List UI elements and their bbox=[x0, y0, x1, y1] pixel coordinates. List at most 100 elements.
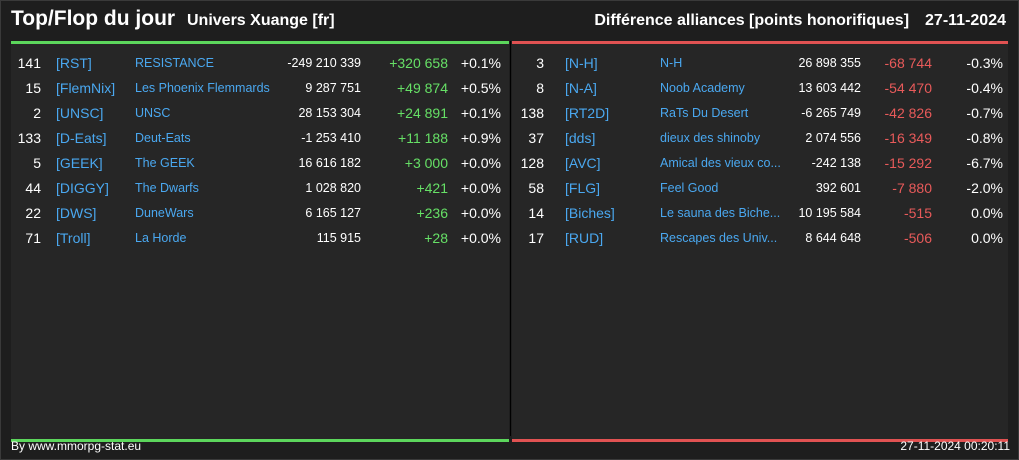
alliance-rank: 138 bbox=[520, 105, 544, 121]
alliance-tag-link[interactable]: [GEEK] bbox=[56, 155, 103, 171]
alliance-tag-link[interactable]: [RST] bbox=[56, 55, 92, 71]
alliance-tag-link[interactable]: [FlemNix] bbox=[56, 80, 116, 96]
points-difference: -16 349 bbox=[884, 130, 932, 146]
percent-change: 0.0% bbox=[971, 230, 1003, 246]
flop-row: 128 [AVC] Amical des vieux co... -242 138 -1… bbox=[512, 151, 1008, 176]
alliance-tag-link[interactable]: [dds] bbox=[565, 130, 596, 146]
universe-subtitle: Univers Xuange [fr] bbox=[187, 12, 335, 29]
points-difference: +28 bbox=[424, 230, 448, 246]
header-date: 27-11-2024 bbox=[925, 12, 1006, 29]
site-credit-link[interactable]: By www.mmorpg-stat.eu bbox=[11, 439, 142, 453]
alliance-name-link[interactable]: UNSC bbox=[135, 106, 171, 120]
generated-timestamp: 27-11-2024 00:20:11 bbox=[900, 439, 1010, 453]
alliance-points: 2 074 556 bbox=[805, 131, 861, 145]
ranking-type-title: Différence alliances [points honorifique… bbox=[594, 12, 910, 29]
alliance-points: 26 898 355 bbox=[798, 56, 861, 70]
flop-row: 138 [RT2D] RaTs Du Desert -6 265 749 -42 826… bbox=[512, 101, 1008, 126]
alliance-points: 13 603 442 bbox=[798, 81, 861, 95]
points-difference: -68 744 bbox=[884, 55, 932, 71]
alliance-points: -1 253 410 bbox=[301, 131, 361, 145]
alliance-rank: 44 bbox=[25, 180, 41, 196]
alliance-rank: 14 bbox=[528, 205, 544, 221]
alliance-tag-link[interactable]: [D-Eats] bbox=[56, 130, 107, 146]
alliance-name-link[interactable]: Amical des vieux co... bbox=[660, 156, 781, 170]
percent-change: -2.0% bbox=[966, 180, 1003, 196]
flop-panel: 3 [N-H] N-H 26 898 355 -68 744 -0.3% 8 [N-A] Noo… bbox=[512, 41, 1008, 442]
alliance-name-link[interactable]: RaTs Du Desert bbox=[660, 106, 749, 120]
alliance-name-link[interactable]: La Horde bbox=[135, 231, 187, 245]
top-row: 133 [D-Eats] Deut-Eats -1 253 410 +11 188 +0.… bbox=[11, 126, 509, 151]
alliance-name-link[interactable]: The Dwarfs bbox=[135, 181, 199, 195]
alliance-points: 16 616 182 bbox=[298, 156, 361, 170]
alliance-tag-link[interactable]: [RUD] bbox=[565, 230, 604, 246]
percent-change: +0.9% bbox=[460, 130, 501, 146]
alliance-tag-link[interactable]: [N-H] bbox=[565, 55, 598, 71]
top-row: 71 [Troll] La Horde 115 915 +28 +0.0% bbox=[11, 226, 509, 251]
percent-change: 0.0% bbox=[971, 205, 1003, 221]
percent-change: -0.3% bbox=[966, 55, 1003, 71]
percent-change: -0.4% bbox=[966, 80, 1003, 96]
flop-row: 8 [N-A] Noob Academy 13 603 442 -54 470 -0.4% bbox=[512, 76, 1008, 101]
alliance-rank: 128 bbox=[520, 155, 544, 171]
points-difference: -15 292 bbox=[884, 155, 932, 171]
alliance-tag-link[interactable]: [DWS] bbox=[56, 205, 97, 221]
percent-change: +0.0% bbox=[460, 180, 501, 196]
alliance-rank: 22 bbox=[25, 205, 41, 221]
alliance-rank: 3 bbox=[536, 55, 544, 71]
panel-divider bbox=[510, 41, 511, 436]
top-row: 2 [UNSC] UNSC 28 153 304 +24 891 +0.1% bbox=[11, 101, 509, 126]
alliance-name-link[interactable]: N-H bbox=[660, 56, 683, 70]
alliance-rank: 71 bbox=[25, 230, 41, 246]
alliance-name-link[interactable]: Noob Academy bbox=[660, 81, 745, 95]
alliance-tag-link[interactable]: [Biches] bbox=[565, 205, 615, 221]
alliance-name-link[interactable]: The GEEK bbox=[135, 156, 195, 170]
alliance-points: 6 165 127 bbox=[305, 206, 361, 220]
flop-row: 17 [RUD] Rescapes des Univ... 8 644 648 -506… bbox=[512, 226, 1008, 251]
alliance-rank: 133 bbox=[17, 130, 41, 146]
alliance-tag-link[interactable]: [DIGGY] bbox=[56, 180, 109, 196]
header: Top/Flop du jour Univers Xuange [fr] Dif… bbox=[1, 1, 1018, 41]
alliance-tag-link[interactable]: [UNSC] bbox=[56, 105, 104, 121]
alliance-tag-link[interactable]: [Troll] bbox=[56, 230, 91, 246]
alliance-rank: 8 bbox=[536, 80, 544, 96]
alliance-tag-link[interactable]: [AVC] bbox=[565, 155, 601, 171]
alliance-name-link[interactable]: Les Phoenix Flemmards bbox=[135, 81, 270, 95]
percent-change: -6.7% bbox=[966, 155, 1003, 171]
points-difference: -42 826 bbox=[884, 105, 932, 121]
alliance-name-link[interactable]: Rescapes des Univ... bbox=[660, 231, 778, 245]
alliance-tag-link[interactable]: [FLG] bbox=[565, 180, 601, 196]
alliance-name-link[interactable]: Le sauna des Biche... bbox=[660, 206, 781, 220]
flop-row: 3 [N-H] N-H 26 898 355 -68 744 -0.3% bbox=[512, 51, 1008, 76]
header-right: Différence alliances [points honorifique… bbox=[594, 12, 1006, 30]
alliance-name-link[interactable]: RESISTANCE bbox=[135, 56, 214, 70]
points-difference: +24 891 bbox=[397, 105, 448, 121]
top-row: 141 [RST] RESISTANCE -249 210 339 +320 658 +0… bbox=[11, 51, 509, 76]
alliance-rank: 37 bbox=[528, 130, 544, 146]
page-title: Top/Flop du jour bbox=[11, 7, 176, 30]
alliance-tag-link[interactable]: [RT2D] bbox=[565, 105, 610, 121]
alliance-rank: 2 bbox=[33, 105, 41, 121]
points-difference: -515 bbox=[903, 205, 932, 221]
percent-change: -0.7% bbox=[966, 105, 1003, 121]
alliance-points: -249 210 339 bbox=[287, 56, 361, 70]
points-difference: -506 bbox=[903, 230, 932, 246]
alliance-name-link[interactable]: Feel Good bbox=[660, 181, 719, 195]
alliance-rank: 5 bbox=[33, 155, 41, 171]
alliance-points: 392 601 bbox=[815, 181, 861, 195]
alliance-points: -6 265 749 bbox=[801, 106, 861, 120]
percent-change: +0.1% bbox=[460, 55, 501, 71]
alliance-rank: 15 bbox=[25, 80, 41, 96]
flop-row: 37 [dds] dieux des shinoby 2 074 556 -16 349… bbox=[512, 126, 1008, 151]
points-difference: -54 470 bbox=[884, 80, 932, 96]
points-difference: +421 bbox=[416, 180, 448, 196]
points-difference: +11 188 bbox=[398, 130, 448, 146]
alliance-name-link[interactable]: DuneWars bbox=[135, 206, 194, 220]
alliance-name-link[interactable]: dieux des shinoby bbox=[660, 131, 761, 145]
points-difference: +320 658 bbox=[389, 55, 448, 71]
alliance-rank: 141 bbox=[17, 55, 41, 71]
alliance-points: 10 195 584 bbox=[798, 206, 861, 220]
alliance-tag-link[interactable]: [N-A] bbox=[565, 80, 597, 96]
percent-change: +0.1% bbox=[460, 105, 501, 121]
alliance-name-link[interactable]: Deut-Eats bbox=[135, 131, 191, 145]
